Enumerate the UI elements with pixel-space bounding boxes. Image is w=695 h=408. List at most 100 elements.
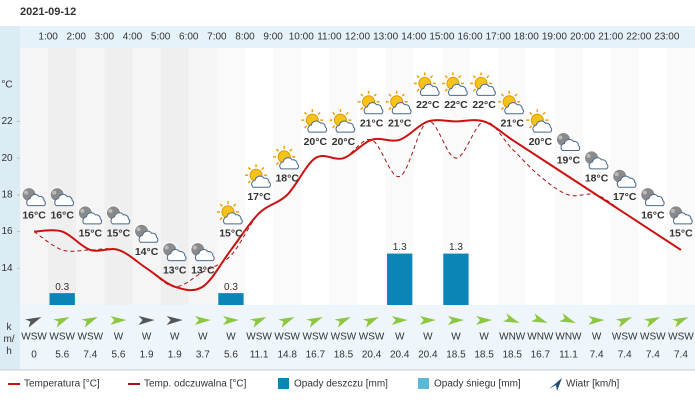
sun-ray [247, 180, 251, 184]
hour-band [20, 26, 695, 48]
temp-label: 15°C [107, 228, 131, 240]
cloud [391, 102, 412, 115]
weather-icon [357, 90, 384, 115]
y-tick-label: 18 [1, 189, 13, 200]
sun-ray [388, 106, 392, 111]
y-tick-label: 14 [1, 263, 13, 274]
sun-ray [401, 93, 405, 97]
wind-direction: WSW [640, 332, 666, 343]
sun-ray [360, 106, 364, 111]
weather-icon [385, 90, 412, 115]
precip-label: 1.3 [393, 242, 407, 253]
date: 2021-09-12 [20, 6, 76, 18]
cloud [616, 175, 637, 188]
cloud [476, 83, 496, 96]
wind-arrow [531, 313, 548, 324]
temp-label: 21°C [500, 118, 524, 130]
moon-shade [108, 208, 113, 213]
sun-ray [458, 75, 462, 79]
precip-label: 0.3 [55, 282, 69, 293]
sun-ray [219, 217, 223, 221]
moon-shade [558, 135, 563, 140]
wind-arrow [672, 316, 689, 328]
column-bg [301, 48, 330, 305]
moon-shade [192, 245, 197, 250]
weather-icon [612, 168, 637, 188]
sun-ray [429, 75, 434, 79]
wind-direction: WSW [331, 332, 357, 343]
hour-label: 4:00 [123, 32, 143, 43]
legend-label: Wiatr [km/h] [566, 379, 620, 390]
hour-label: 3:00 [95, 32, 115, 43]
sun-ray [304, 125, 308, 129]
weather-icon [162, 242, 187, 262]
weather-icon [301, 109, 328, 133]
wind-direction: W [479, 332, 489, 343]
wind-direction: W [592, 332, 602, 343]
wind-speed: 7.4 [674, 350, 688, 361]
weather-icon [329, 109, 356, 133]
moon-shade [670, 208, 675, 213]
cloud [194, 249, 215, 262]
cloud [110, 212, 131, 225]
weather-icon [134, 223, 159, 243]
wind-direction: WSW [274, 332, 300, 343]
wind-speed: 20.4 [362, 350, 382, 361]
temp-label: 16°C [22, 209, 46, 221]
temp-label: 18°C [585, 173, 609, 185]
wind-direction: WSW [78, 332, 104, 343]
weather-icon [77, 205, 103, 225]
wind-direction: W [423, 332, 433, 343]
moon-shade [642, 190, 647, 195]
temp-label: 17°C [247, 191, 271, 203]
hour-label: 14:00 [401, 32, 426, 43]
moon-shade [586, 153, 591, 158]
cloud [138, 230, 159, 243]
column-bg [329, 48, 358, 305]
sun-ray [542, 111, 546, 116]
cloud [560, 138, 581, 151]
temp-label: 14°C [135, 246, 159, 258]
wind-speed: 20.4 [390, 350, 410, 361]
sun-ray [261, 166, 265, 171]
cloud [363, 102, 384, 115]
left-strip [0, 26, 20, 370]
hour-label: 7:00 [207, 32, 227, 43]
wind-speed: 18.5 [474, 350, 494, 361]
weather-icon [441, 72, 468, 96]
moon-shade [80, 208, 85, 213]
sun-ray [247, 166, 251, 171]
cloud [279, 157, 299, 170]
hour-label: 16:00 [457, 32, 482, 43]
wind-arrow [476, 316, 493, 325]
wind-speed: 18.5 [334, 350, 354, 361]
weather-icon [668, 205, 693, 225]
hour-label: 9:00 [263, 32, 283, 43]
sun-ray [275, 148, 280, 152]
wind-speed: 1.9 [168, 350, 182, 361]
column-bg [273, 48, 302, 305]
cloud [251, 175, 271, 188]
wind-arrow [25, 316, 42, 328]
precip-label: 1.3 [449, 242, 463, 253]
hour-label: 22:00 [626, 32, 651, 43]
hour-label: 1:00 [38, 32, 58, 43]
wind-speed: 0 [31, 350, 37, 361]
wind-speed: 14.8 [277, 350, 297, 361]
wind-direction: W [198, 332, 208, 343]
wind-arrow [362, 316, 379, 328]
precip-label: 0.3 [224, 282, 238, 293]
wind-direction: WSW [49, 332, 75, 343]
temp-label: 20°C [529, 136, 553, 148]
cloud [419, 83, 440, 96]
wind-speed: 16.7 [531, 350, 551, 361]
column-bg [48, 48, 77, 305]
column-bg [188, 48, 217, 305]
wind-direction: W [226, 332, 236, 343]
legend-label: Temp. odczuwalna [°C] [144, 379, 247, 390]
wind-speed: 18.5 [502, 350, 522, 361]
wind-speed: 5.6 [55, 350, 69, 361]
column-bg [666, 48, 695, 305]
weather-icon [190, 242, 215, 262]
wind-speed: 5.6 [224, 350, 238, 361]
